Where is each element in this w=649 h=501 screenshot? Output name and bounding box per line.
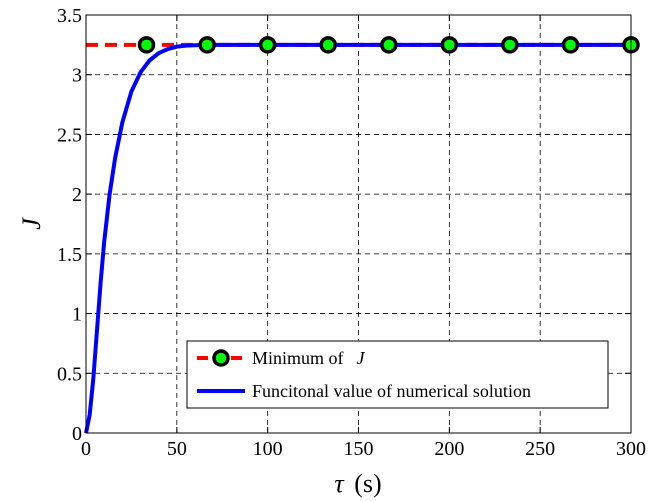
y-tick-label: 0: [72, 423, 82, 445]
x-tick-label: 250: [525, 438, 555, 460]
y-tick-label: 2: [72, 184, 82, 206]
x-tick-label: 100: [253, 438, 283, 460]
y-tick-label: 2.5: [57, 124, 82, 146]
series-functional-line: [84, 42, 631, 434]
x-tick-label: 200: [434, 438, 464, 460]
legend: Minimum of J Funcitonal value of numeric…: [186, 340, 609, 409]
series-minimum-marker: [137, 36, 156, 54]
legend-label-minimum-var: J: [357, 348, 366, 368]
tick-labels: 0 50 100 150 200 250 300 0 0.5 1 1.5 2 2.5 3 3.5: [57, 5, 646, 460]
series-minimum-marker: [440, 36, 459, 54]
series-minimum-marker: [561, 36, 580, 54]
legend-label-functional: Funcitonal value of numerical solution: [252, 381, 531, 401]
series-minimum-marker: [380, 36, 398, 54]
series-minimum-marker: [198, 36, 216, 54]
x-axis-label: τ (s): [334, 469, 381, 498]
y-tick-label: 3: [72, 65, 82, 87]
y-tick-label: 1.5: [57, 244, 82, 266]
y-axis-label: J: [17, 217, 46, 230]
plot-frame: [85, 14, 632, 434]
legend-label-minimum-prefix: Minimum of: [252, 348, 348, 368]
x-axis-label-var: τ: [334, 469, 345, 498]
series-minimum-marker: [501, 36, 519, 54]
y-tick-label: 1: [72, 304, 82, 326]
x-tick-label: 150: [344, 438, 374, 460]
series-minimum-marker: [258, 36, 277, 54]
series-minimum-marker: [319, 36, 337, 54]
y-tick-label: 0.5: [57, 363, 82, 385]
legend-box: [186, 340, 609, 409]
x-axis-label-unit: (s): [354, 469, 381, 498]
x-tick-label: 50: [167, 438, 187, 460]
x-tick-label: 0: [81, 438, 91, 460]
legend-marker-minimum: [212, 349, 230, 367]
y-tick-label: 3.5: [57, 5, 82, 27]
x-tick-label: 300: [616, 438, 646, 460]
series-layer: [84, 36, 640, 434]
legend-label-minimum: Minimum of J: [252, 348, 366, 368]
